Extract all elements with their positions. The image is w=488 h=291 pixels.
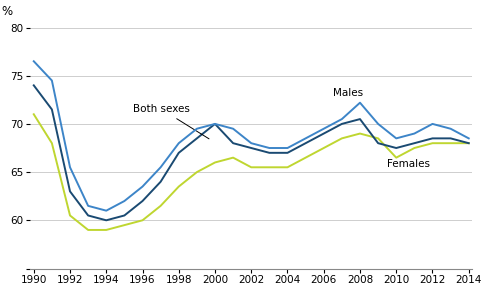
Text: Males: Males [333, 88, 363, 98]
Text: Both sexes: Both sexes [133, 104, 209, 139]
Text: %: % [1, 5, 13, 18]
Text: Females: Females [387, 159, 430, 169]
